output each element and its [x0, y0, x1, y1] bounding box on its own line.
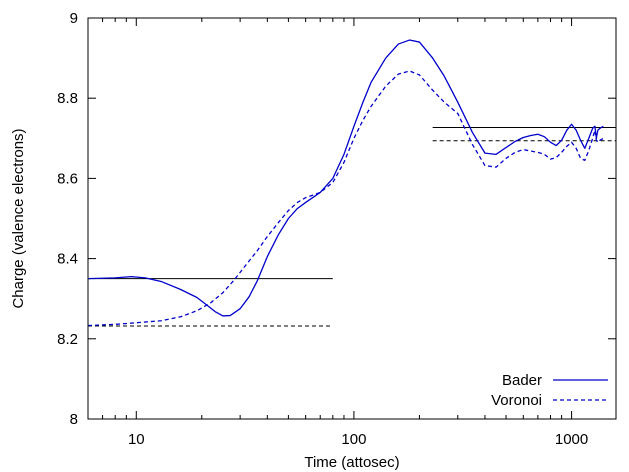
x-tick-label: 1000 — [555, 431, 588, 448]
plot-frame — [87, 17, 617, 420]
y-axis-label: Charge (valence electrons) — [10, 128, 27, 308]
series-line-bader — [88, 39, 604, 317]
series-line-voronoi — [88, 70, 604, 327]
axis-ticks: 10 100 1000 8 8.2 8.4 8.6 8.8 9 — [57, 10, 616, 448]
y-tick-label: 8.8 — [57, 90, 78, 107]
y-tick-label: 8.4 — [57, 251, 78, 268]
x-tick-label: 100 — [341, 431, 366, 448]
reference-lines — [88, 126, 616, 327]
legend-label: Bader — [502, 372, 542, 389]
y-tick-label: 9 — [70, 10, 78, 27]
x-tick-label: 10 — [128, 431, 145, 448]
legend: Bader Voronoi — [491, 372, 608, 409]
x-axis-label: Time (attosec) — [304, 454, 399, 471]
y-tick-label: 8 — [70, 411, 78, 428]
y-tick-label: 8.6 — [57, 170, 78, 187]
legend-label: Voronoi — [491, 392, 542, 409]
y-tick-label: 8.2 — [57, 331, 78, 348]
series-layer — [88, 39, 604, 327]
